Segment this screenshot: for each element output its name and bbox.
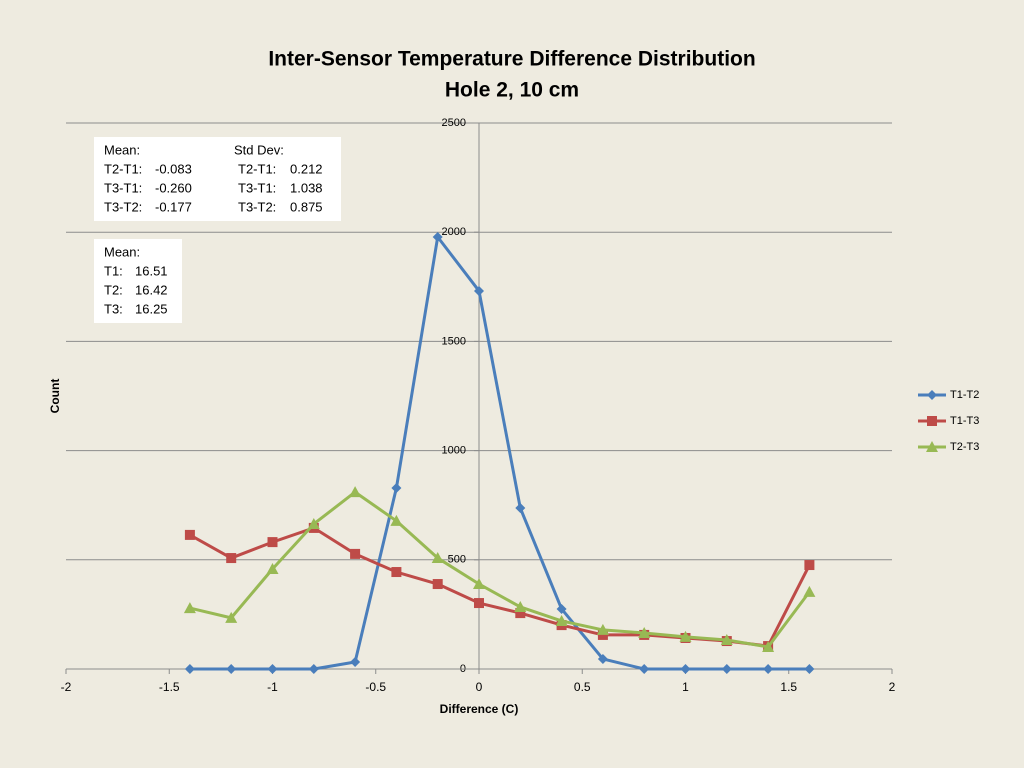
x-tick-label: 0.5 (574, 680, 591, 694)
marker (804, 664, 815, 674)
marker (720, 633, 733, 645)
y-tick-label: 1500 (442, 335, 466, 347)
y-tick-label: 1000 (442, 445, 466, 457)
x-tick-label: 1 (682, 680, 689, 694)
marker (226, 664, 237, 674)
y-axis-label: Count (48, 379, 62, 414)
marker (555, 614, 568, 626)
marker (927, 390, 937, 400)
marker (350, 657, 361, 668)
y-tick-label: 2000 (442, 226, 466, 238)
x-axis-label: Difference (C) (440, 702, 519, 716)
chart-subtitle: Hole 2, 10 cm (445, 79, 579, 102)
stats-box (94, 137, 341, 221)
annotation-title: Mean: (104, 142, 140, 157)
marker (514, 600, 527, 612)
marker (225, 611, 238, 623)
annotation-title: Mean: (104, 244, 140, 259)
annotation-value: 0.212 (290, 161, 323, 176)
marker (597, 629, 608, 640)
series-line (189, 490, 811, 649)
annotation-label: T3: (104, 301, 123, 316)
annotation-value: -0.260 (155, 180, 192, 195)
marker (721, 664, 732, 674)
marker (226, 553, 237, 564)
marker (184, 664, 195, 674)
annotation-label: T3-T1: (104, 180, 142, 195)
marker (762, 640, 775, 652)
legend-label: T1-T3 (950, 415, 979, 427)
marker (597, 653, 608, 664)
annotation-label: T3-T2: (238, 199, 276, 214)
marker (432, 232, 443, 243)
marker (515, 608, 526, 619)
series-line (189, 235, 810, 671)
y-tick-label: 2500 (442, 117, 466, 129)
annotation-title: Std Dev: (234, 142, 284, 157)
x-tick-label: 0 (476, 680, 483, 694)
x-tick-label: -1.5 (159, 680, 180, 694)
legend-label: T1-T2 (950, 389, 979, 401)
marker (927, 416, 937, 426)
marker (266, 562, 279, 574)
marker (267, 664, 278, 674)
x-tick-label: 2 (889, 680, 896, 694)
marker (515, 503, 526, 514)
marker (350, 548, 361, 559)
chart-title: Inter-Sensor Temperature Difference Dist… (268, 48, 755, 71)
annotation-value: 16.42 (135, 282, 168, 297)
marker (308, 664, 319, 674)
marker (431, 552, 444, 564)
marker (267, 537, 278, 548)
marker (391, 567, 402, 578)
annotation-label: T3-T1: (238, 180, 276, 195)
annotation-value: 1.038 (290, 180, 323, 195)
marker (390, 514, 403, 526)
annotation-value: -0.083 (155, 161, 192, 176)
x-tick-label: -2 (61, 680, 72, 694)
annotation-label: T2-T1: (104, 161, 142, 176)
annotation-value: 16.25 (135, 301, 168, 316)
means-box (94, 239, 182, 323)
marker (803, 585, 816, 597)
annotation-value: 16.51 (135, 263, 168, 278)
marker (596, 623, 609, 635)
x-tick-label: -1 (267, 680, 278, 694)
marker (474, 285, 484, 296)
marker (473, 578, 485, 590)
marker (474, 598, 484, 609)
marker (307, 517, 320, 529)
marker (639, 664, 650, 674)
marker (556, 603, 567, 614)
annotation-value: -0.177 (155, 199, 192, 214)
marker (349, 486, 362, 498)
marker (763, 664, 774, 674)
marker (804, 560, 815, 571)
annotation-label: T3-T2: (104, 199, 142, 214)
annotation-label: T2: (104, 282, 123, 297)
x-tick-label: 1.5 (780, 680, 797, 694)
x-tick-label: -0.5 (365, 680, 386, 694)
marker (638, 626, 651, 638)
marker (391, 482, 402, 493)
annotation-label: T2-T1: (238, 161, 276, 176)
marker (184, 529, 195, 540)
annotation-value: 0.875 (290, 199, 323, 214)
y-tick-label: 500 (448, 554, 466, 566)
legend-label: T2-T3 (950, 441, 979, 453)
marker (679, 630, 692, 642)
marker (183, 602, 196, 614)
annotation-label: T1: (104, 263, 123, 278)
marker (926, 441, 938, 452)
marker (680, 664, 691, 674)
marker (432, 579, 443, 590)
